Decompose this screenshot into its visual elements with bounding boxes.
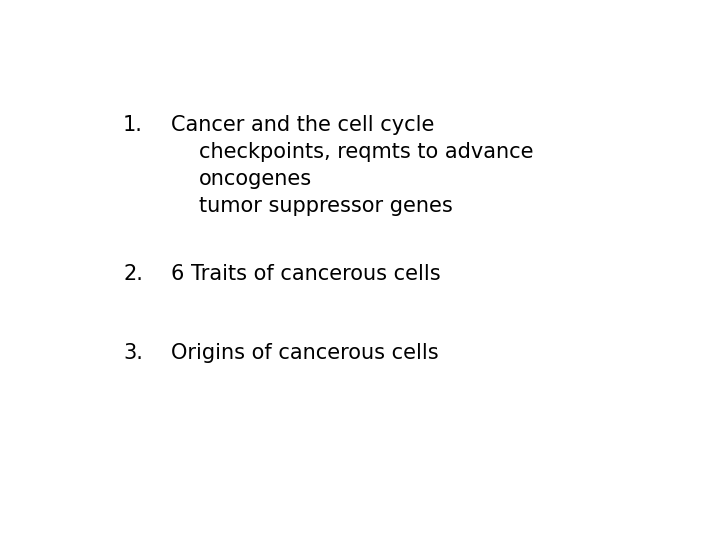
Text: tumor suppressor genes: tumor suppressor genes (199, 196, 453, 216)
Text: oncogenes: oncogenes (199, 168, 312, 189)
Text: Cancer and the cell cycle: Cancer and the cell cycle (171, 114, 434, 134)
Text: 1.: 1. (123, 114, 143, 134)
Text: 6 Traits of cancerous cells: 6 Traits of cancerous cells (171, 265, 441, 285)
Text: checkpoints, reqmts to advance: checkpoints, reqmts to advance (199, 141, 534, 161)
Text: 2.: 2. (123, 265, 143, 285)
Text: 3.: 3. (123, 343, 143, 363)
Text: Origins of cancerous cells: Origins of cancerous cells (171, 343, 438, 363)
